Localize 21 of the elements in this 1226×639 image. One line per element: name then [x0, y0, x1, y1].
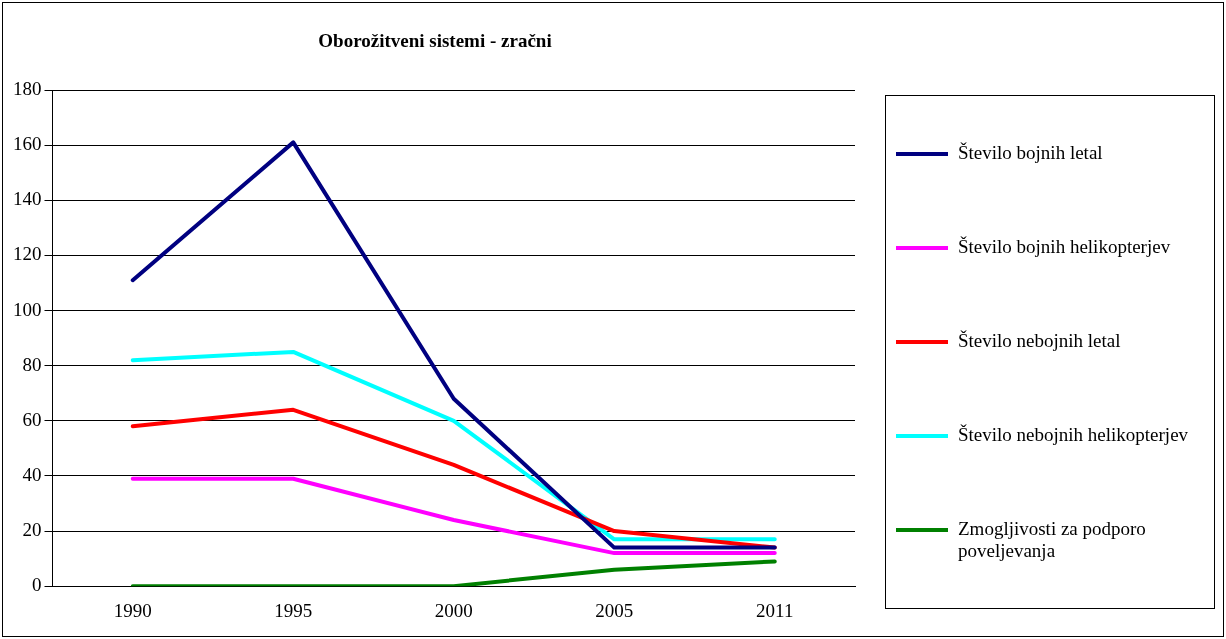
y-tick-label: 120: [13, 243, 42, 265]
chart-title: Oborožitveni sistemi - zračni: [317, 30, 553, 52]
y-tick-label: 160: [13, 133, 42, 155]
y-tick-label: 40: [22, 463, 42, 485]
y-tick-label: 180: [13, 77, 42, 99]
legend-label: Število bojnih helikopterjev: [958, 236, 1171, 258]
legend-label: Število bojnih letal: [958, 142, 1103, 164]
y-tick-label: 140: [13, 188, 42, 210]
y-tick-label: 100: [13, 298, 42, 320]
x-tick-label: 1995: [274, 599, 313, 621]
y-tick-label: 80: [22, 353, 42, 375]
y-tick-label: 20: [22, 519, 42, 541]
x-tick-label: 2000: [434, 599, 473, 621]
legend-label: Zmogljivosti za podporo poveljevanja: [958, 518, 1147, 562]
x-tick-label: 2005: [595, 599, 634, 621]
y-tick-label: 60: [22, 408, 42, 430]
x-tick-label: 2011: [756, 599, 794, 621]
legend-label: Število nebojnih helikopterjev: [958, 424, 1189, 446]
x-tick-label: 1990: [113, 599, 152, 621]
y-tick-label: 0: [32, 574, 42, 596]
legend-label: Število nebojnih letal: [958, 330, 1121, 352]
